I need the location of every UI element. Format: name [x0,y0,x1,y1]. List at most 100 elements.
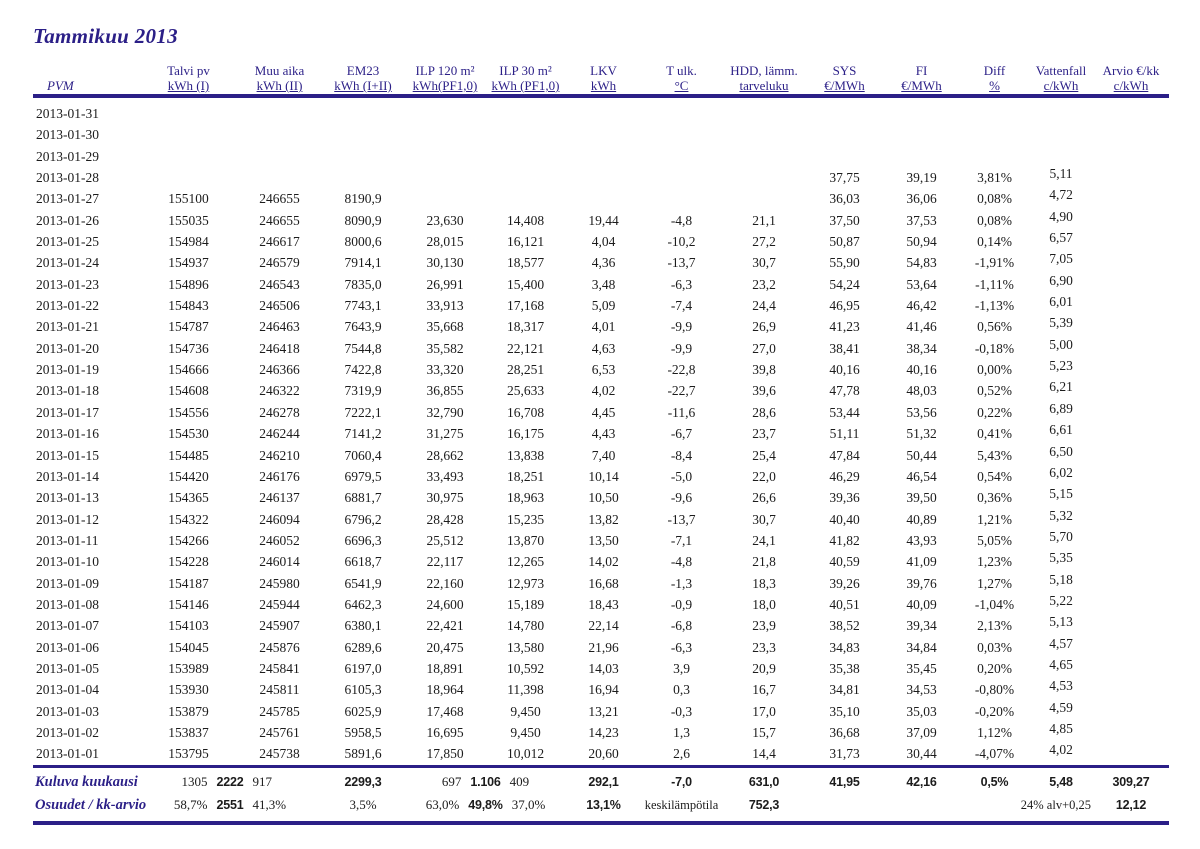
cell-date: 2013-01-24 [33,252,139,273]
cell-vattenfall: 4,59 [1029,700,1093,722]
cell-value: 6462,3 [344,596,382,612]
cell-talvi: 154365 [139,487,238,508]
table-row: 2013-01-27 155100 246655 8190,9 36,03 36,06 0,… [33,187,1169,209]
cell-value: 7743,1 [344,298,382,314]
cell-fi: 34,53 [883,679,960,700]
cell-arvio [1093,743,1169,766]
table-row: 2013-01-19 154666 246366 7422,8 33,320 28,251… [33,358,1169,380]
footer-value: 37,0% [511,797,546,813]
cell-value: 17,0 [752,703,776,719]
table-row: 2013-01-30 [33,124,1169,145]
cell-em23 [321,167,405,188]
cell-date: 2013-01-25 [33,231,139,252]
cell-talvi: 154556 [139,402,238,423]
cell-value: 5,43% [977,447,1012,463]
cell-value: 33,320 [426,362,464,378]
cell-value: 38,34 [906,340,937,356]
cell-date: 2013-01-28 [33,167,139,188]
column-header-line2: €/MWh [824,78,865,93]
cell-vattenfall [1029,96,1093,124]
cell-value: 4,02 [591,383,616,399]
cell-value: 5,39 [1049,315,1073,331]
cell-lkv: 13,21 [566,701,641,722]
cell-ilp120: 30,130 [405,252,485,273]
cell-hdd [722,188,806,209]
cell-value: 0,03% [977,639,1012,655]
cell-ilp30: 22,121 [485,338,566,359]
cell-value: 153795 [168,746,209,762]
cell-tulk: -9,9 [641,338,722,359]
cell-fi: 39,19 [883,167,960,188]
table-body: 2013-01-31 2013-01-30 2013-01-29 2013-01-28… [33,96,1169,766]
cell-value: 22,0 [752,468,776,484]
cell-value: 6696,3 [344,532,382,548]
cell-value: 154530 [168,426,209,442]
cell-value: 154045 [168,639,209,655]
cell-ilp120: 25,512 [405,530,485,551]
header-row: PVM Talvi pv kWh (I) Muu aika kWh (II) EM23 kW… [33,63,1169,98]
cell-diff: 0,22% [960,402,1029,423]
cell-value: 13,82 [588,511,619,527]
cell-talvi: 154187 [139,573,238,594]
cell-value: 36,06 [906,191,937,207]
cell-arvio [1093,701,1169,722]
cell-talvi: 154984 [139,231,238,252]
cell-value: 53,44 [829,404,860,420]
cell-value: 7222,1 [344,404,382,420]
cell-fi: 40,09 [883,594,960,615]
cell-value: 6796,2 [344,511,382,527]
cell-arvio [1093,423,1169,444]
cell-value: 17,468 [426,703,464,719]
cell-value: 6,57 [1049,230,1073,246]
cell-value: 154485 [168,447,209,463]
cell-fi: 35,45 [883,658,960,679]
cell-em23: 7643,9 [321,316,405,337]
table-row: 2013-01-26 155035 246655 8090,9 23,630 14,408… [33,209,1169,231]
cell-tulk: -6,7 [641,423,722,444]
footer-cell-diff: 0,5% [960,764,1029,794]
cell-value: 245738 [259,746,300,762]
cell-value: 3,81% [977,170,1012,186]
cell-date: 2013-01-09 [33,573,139,594]
cell-ilp30 [485,124,566,145]
footer-value: -7,0 [671,775,692,790]
cell-value: 2013-01-22 [36,298,99,314]
cell-lkv: 18,43 [566,594,641,615]
cell-vattenfall: 5,18 [1029,572,1093,594]
cell-value: 15,189 [506,596,545,612]
cell-value: 2013-01-31 [36,106,99,121]
table-row: 2013-01-18 154608 246322 7319,9 36,855 25,633… [33,379,1169,401]
cell-value: -6,3 [670,639,693,655]
cell-value: 14,02 [588,554,619,570]
cell-lkv: 13,50 [566,530,641,551]
cell-value: 24,600 [426,596,464,612]
cell-sys: 47,78 [806,380,883,401]
cell-ilp120: 33,320 [405,359,485,380]
cell-lkv: 7,40 [566,445,641,466]
column-header-line2: €/MWh [901,78,942,93]
cell-muu: 246052 [238,530,321,551]
cell-ilp120: 20,475 [405,637,485,658]
table-row: 2013-01-23 154896 246543 7835,0 26,991 15,400… [33,273,1169,295]
cell-arvio [1093,316,1169,337]
cell-diff: 0,08% [960,188,1029,209]
cell-em23: 6696,3 [321,530,405,551]
column-header-line2: kWh (II) [256,78,303,93]
column-header-line2: °C [674,78,689,93]
cell-muu: 246322 [238,380,321,401]
cell-value: 3,9 [673,660,690,676]
cell-value: 22,160 [426,575,464,591]
cell-muu: 245907 [238,615,321,636]
column-header-talvi: Talvi pv kWh (I) [139,63,238,98]
cell-value: 0,22% [977,404,1012,420]
footer-value: 13,1% [586,798,621,813]
cell-fi: 34,84 [883,637,960,658]
cell-value: -7,1 [670,532,693,548]
footer-cell-ilp: 697 1.106 409 [405,764,566,794]
cell-diff: 0,08% [960,210,1029,231]
cell-value: 22,421 [426,618,464,634]
cell-ilp120: 28,428 [405,509,485,530]
cell-value: 8000,6 [344,234,382,250]
cell-value: 6380,1 [344,618,382,634]
cell-sys: 55,90 [806,252,883,273]
